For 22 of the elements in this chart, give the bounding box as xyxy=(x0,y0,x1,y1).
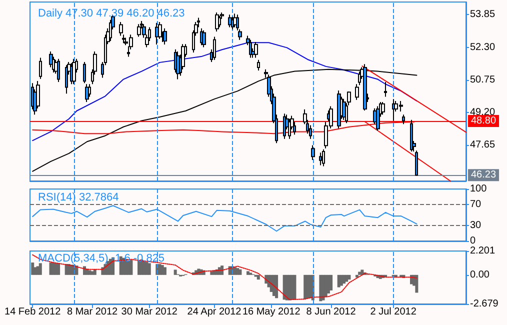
text: Daily 47.30 47.39 46.20 46.23 xyxy=(38,8,185,20)
y-tick-label: 2.201 xyxy=(470,246,496,256)
y-tick-label: 70 xyxy=(470,199,482,210)
x-tick-label: 14 Feb 2012 xyxy=(4,306,62,318)
y-tick-label: 47.65 xyxy=(470,140,496,151)
y-tick-label: 0.00 xyxy=(470,269,490,280)
y-tick-label: 50.75 xyxy=(470,74,496,86)
x-tick-label: 30 Mar 2012 xyxy=(121,306,178,318)
y-tick-label: -2.679 xyxy=(470,298,499,310)
chart-title: RSI(14) 32.7864 xyxy=(38,192,119,204)
x-tick-label: 24 Apr 2012 xyxy=(187,306,242,318)
y-tick-label: 53.85 xyxy=(470,9,496,20)
x-tick-label: 8 Jun 2012 xyxy=(306,306,356,318)
ref-line-label: 46.23 xyxy=(471,170,496,181)
x-tick-label: 2 Jul 2012 xyxy=(370,306,417,318)
ref-line-label: 48.80 xyxy=(471,115,496,126)
x-tick-label: 8 Mar 2012 xyxy=(66,306,118,318)
y-tick-label: 100 xyxy=(470,184,488,194)
y-tick-label: 30 xyxy=(470,220,482,231)
y-tick-label: 0 xyxy=(470,236,476,246)
y-tick-label: 52.30 xyxy=(470,42,496,53)
x-tick-label: 16 May 2012 xyxy=(242,306,301,318)
